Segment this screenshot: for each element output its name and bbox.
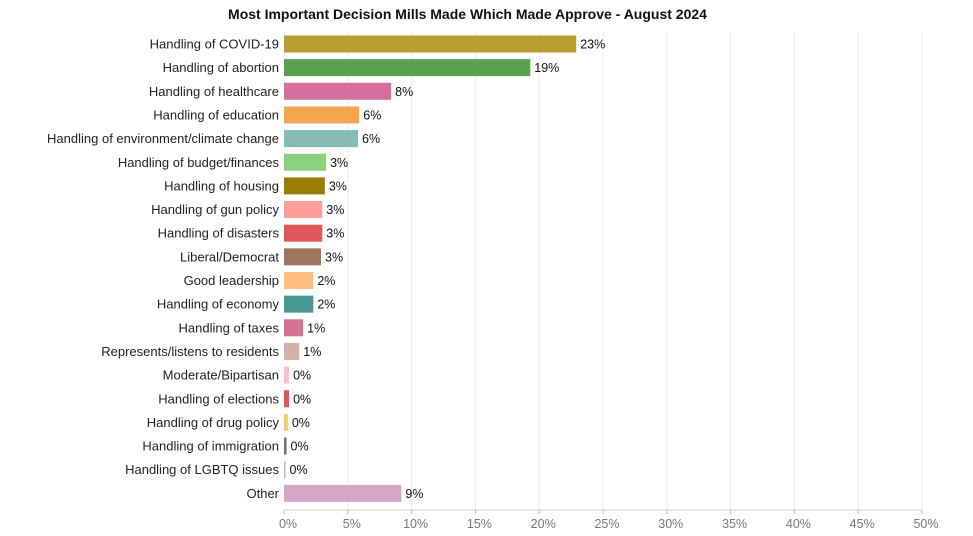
bar[interactable] xyxy=(284,272,314,289)
bar[interactable] xyxy=(284,224,323,242)
data-label: 0% xyxy=(290,463,308,477)
bar[interactable] xyxy=(284,319,304,337)
data-label: 3% xyxy=(329,179,347,193)
bar[interactable] xyxy=(284,201,323,219)
data-label: 0% xyxy=(293,369,311,383)
data-label: 3% xyxy=(326,227,344,241)
bar[interactable] xyxy=(284,484,402,502)
bar[interactable] xyxy=(284,248,322,266)
x-tick-label: 30% xyxy=(658,517,683,531)
data-label: 3% xyxy=(325,250,343,264)
data-label: 0% xyxy=(292,416,310,430)
x-tick-label: 10% xyxy=(403,517,428,531)
bar[interactable] xyxy=(284,35,577,53)
category-label: Handling of education xyxy=(153,107,279,122)
x-tick-label: 25% xyxy=(594,517,619,531)
data-label: 3% xyxy=(330,156,348,170)
category-label: Handling of immigration xyxy=(142,439,279,454)
bar[interactable] xyxy=(284,437,287,455)
bar[interactable] xyxy=(284,413,288,431)
category-label: Handling of drug policy xyxy=(147,415,280,430)
category-label: Handling of economy xyxy=(157,297,280,312)
bar[interactable] xyxy=(284,106,360,124)
bar[interactable] xyxy=(284,461,286,479)
x-tick-label: 0% xyxy=(279,517,297,531)
x-tick-label: 45% xyxy=(850,517,875,531)
category-label: Handling of housing xyxy=(164,178,279,193)
bar[interactable] xyxy=(284,59,531,77)
category-label: Handling of gun policy xyxy=(151,202,279,217)
category-label: Handling of COVID-19 xyxy=(150,37,279,52)
category-label: Handling of taxes xyxy=(179,320,280,335)
data-label: 6% xyxy=(363,108,381,122)
bar[interactable] xyxy=(284,153,327,171)
x-tick-label: 5% xyxy=(343,517,361,531)
data-label: 1% xyxy=(307,321,325,335)
category-label: Handling of environment/climate change xyxy=(47,131,279,146)
data-label: 8% xyxy=(395,85,413,99)
data-label: 1% xyxy=(303,345,321,359)
category-label: Represents/listens to residents xyxy=(101,344,279,359)
data-label: 2% xyxy=(317,298,335,312)
bar[interactable] xyxy=(284,390,290,408)
data-label: 19% xyxy=(534,61,559,75)
bar[interactable] xyxy=(284,82,392,100)
bar[interactable] xyxy=(284,177,325,195)
category-label: Other xyxy=(246,486,279,501)
data-label: 9% xyxy=(405,487,423,501)
category-label: Handling of budget/finances xyxy=(118,155,280,170)
data-label: 0% xyxy=(293,392,311,406)
category-label: Good leadership xyxy=(184,273,279,288)
x-tick-label: 15% xyxy=(467,517,492,531)
bar[interactable] xyxy=(284,130,359,148)
bar[interactable] xyxy=(284,295,314,313)
x-tick-label: 50% xyxy=(913,517,938,531)
x-tick-label: 40% xyxy=(786,517,811,531)
chart-title: Most Important Decision Mills Made Which… xyxy=(228,6,707,22)
category-label: Handling of disasters xyxy=(158,226,280,241)
data-label: 0% xyxy=(291,440,309,454)
data-label: 23% xyxy=(580,38,605,52)
category-label: Handling of abortion xyxy=(163,60,279,75)
category-label: Handling of elections xyxy=(158,391,279,406)
data-label: 2% xyxy=(317,274,335,288)
category-label: Moderate/Bipartisan xyxy=(163,368,279,383)
category-label: Liberal/Democrat xyxy=(180,249,279,264)
x-tick-label: 20% xyxy=(531,517,556,531)
category-label: Handling of LGBTQ issues xyxy=(125,462,279,477)
x-tick-label: 35% xyxy=(722,517,747,531)
data-label: 6% xyxy=(362,132,380,146)
bar[interactable] xyxy=(284,366,290,384)
bar[interactable] xyxy=(284,342,300,360)
category-label: Handling of healthcare xyxy=(149,84,279,99)
data-label: 3% xyxy=(326,203,344,217)
